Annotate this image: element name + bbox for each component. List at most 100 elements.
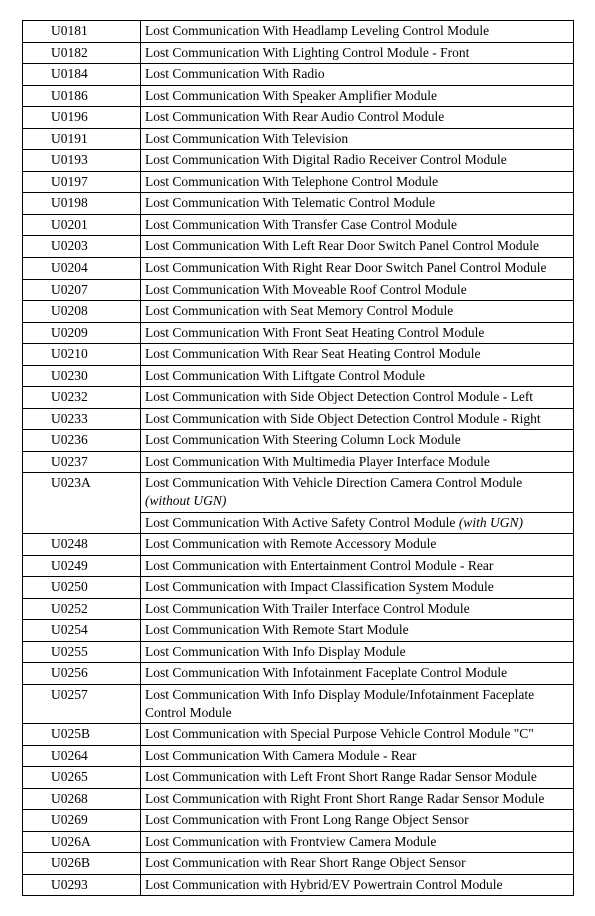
table-row: U0203Lost Communication With Left Rear D…: [23, 236, 574, 258]
code-cell: U0250: [23, 577, 141, 599]
description-cell: Lost Communication With Infotainment Fac…: [141, 663, 574, 685]
table-row: U0233 Lost Communication with Side Object…: [23, 408, 574, 430]
code-cell: U0184: [23, 64, 141, 86]
table-row: U0255 Lost Communication With Info Displa…: [23, 641, 574, 663]
description-cell: Lost Communication with Front Long Range…: [141, 810, 574, 832]
code-cell: U0232: [23, 387, 141, 409]
table-row: U0265 Lost Communication with Left Front …: [23, 767, 574, 789]
code-cell: U0265: [23, 767, 141, 789]
table-row: U0184Lost Communication With Radio: [23, 64, 574, 86]
description-text: Lost Communication With Liftgate Control…: [145, 368, 425, 383]
code-cell: U0293: [23, 874, 141, 896]
description-text: Lost Communication With Info Display Mod…: [145, 644, 406, 659]
table-row: U0197 Lost Communication With Telephone C…: [23, 171, 574, 193]
description-cell: Lost Communication With Telephone Contro…: [141, 171, 574, 193]
table-row: U0252 Lost Communication With Trailer Int…: [23, 598, 574, 620]
description-text: Lost Communication With Rear Audio Contr…: [145, 109, 444, 124]
description-cell: Lost Communication with Remote Accessory…: [141, 534, 574, 556]
description-text: Lost Communication with Left Front Short…: [145, 769, 537, 784]
description-cell: Lost Communication with Frontview Camera…: [141, 831, 574, 853]
description-text: Lost Communication With Transfer Case Co…: [145, 217, 457, 232]
code-cell: U0204: [23, 258, 141, 280]
description-cell: Lost Communication With Digital Radio Re…: [141, 150, 574, 172]
description-cell: Lost Communication With Television: [141, 128, 574, 150]
table-row: U0248 Lost Communication with Remote Acce…: [23, 534, 574, 556]
description-text: Lost Communication With Rear Seat Heatin…: [145, 346, 481, 361]
table-row: U0254Lost Communication With Remote Star…: [23, 620, 574, 642]
table-row: U0208Lost Communication with Seat Memory…: [23, 301, 574, 323]
description-text: Lost Communication With Speaker Amplifie…: [145, 88, 437, 103]
description-cell: Lost Communication With Vehicle Directio…: [141, 473, 574, 512]
code-cell: U0181: [23, 21, 141, 43]
table-row: U0198Lost Communication With Telematic C…: [23, 193, 574, 215]
description-text: Lost Communication With Infotainment Fac…: [145, 665, 507, 680]
description-cell: Lost Communication With Lighting Control…: [141, 42, 574, 64]
description-text: Lost Communication With Digital Radio Re…: [145, 152, 507, 167]
description-text: Lost Communication With Camera Module - …: [145, 748, 416, 763]
table-row: U0293 Lost Communication with Hybrid/EV P…: [23, 874, 574, 896]
code-cell: U0256: [23, 663, 141, 685]
table-row: U023ALost Communication With Vehicle Dir…: [23, 473, 574, 512]
table-row: U0193 Lost Communication With Digital Rad…: [23, 150, 574, 172]
code-cell: U0249: [23, 555, 141, 577]
code-cell: U0193: [23, 150, 141, 172]
code-cell: U0268: [23, 788, 141, 810]
code-cell: U0252: [23, 598, 141, 620]
description-text: Lost Communication With Right Rear Door …: [145, 260, 547, 275]
table-row: U0191Lost Communication With Television: [23, 128, 574, 150]
code-cell: U0257: [23, 684, 141, 723]
description-cell: Lost Communication With Right Rear Door …: [141, 258, 574, 280]
description-cell: Lost Communication with Impact Classific…: [141, 577, 574, 599]
description-text: Lost Communication with Frontview Camera…: [145, 834, 436, 849]
description-cell: Lost Communication with Right Front Shor…: [141, 788, 574, 810]
description-cell: Lost Communication With Moveable Roof Co…: [141, 279, 574, 301]
description-cell: Lost Communication with Hybrid/EV Powert…: [141, 874, 574, 896]
description-cell: Lost Communication With Trailer Interfac…: [141, 598, 574, 620]
description-text: Lost Communication With Left Rear Door S…: [145, 238, 539, 253]
description-cell: Lost Communication With Liftgate Control…: [141, 365, 574, 387]
description-text: Lost Communication With Steering Column …: [145, 432, 461, 447]
description-text: Lost Communication With Trailer Interfac…: [145, 601, 470, 616]
table-row: U0181 Lost Communication With Headlamp Le…: [23, 21, 574, 43]
description-text: Lost Communication with Front Long Range…: [145, 812, 469, 827]
table-row: U0230Lost Communication With Liftgate Co…: [23, 365, 574, 387]
table-row: U026ALost Communication with Frontview C…: [23, 831, 574, 853]
code-cell: U0269: [23, 810, 141, 832]
description-text: Lost Communication With Headlamp Levelin…: [145, 23, 489, 38]
table-row: U0209Lost Communication With Front Seat …: [23, 322, 574, 344]
description-text: Lost Communication with Rear Short Range…: [145, 855, 466, 870]
description-cell: Lost Communication with Seat Memory Cont…: [141, 301, 574, 323]
description-text: Lost Communication with Side Object Dete…: [145, 411, 541, 426]
description-text: Lost Communication With Vehicle Directio…: [145, 475, 522, 490]
description-cell: Lost Communication with Side Object Dete…: [141, 387, 574, 409]
code-cell: U0197: [23, 171, 141, 193]
description-text: Lost Communication with Impact Classific…: [145, 579, 494, 594]
table-row: U0257Lost Communication With Info Displa…: [23, 684, 574, 723]
code-cell: U0264: [23, 745, 141, 767]
dtc-table: U0181 Lost Communication With Headlamp Le…: [22, 20, 574, 896]
description-italic: (with UGN): [459, 515, 523, 530]
table-row: U0249 Lost Communication with Entertainme…: [23, 555, 574, 577]
description-cell: Lost Communication With Headlamp Levelin…: [141, 21, 574, 43]
description-cell: Lost Communication With Radio: [141, 64, 574, 86]
description-cell: Lost Communication With Info Display Mod…: [141, 684, 574, 723]
description-cell: Lost Communication with Rear Short Range…: [141, 853, 574, 875]
code-cell: U0209: [23, 322, 141, 344]
table-row: U0201 Lost Communication With Transfer Ca…: [23, 214, 574, 236]
description-text: Lost Communication with Hybrid/EV Powert…: [145, 877, 502, 892]
table-row: U0204 Lost Communication With Right Rear …: [23, 258, 574, 280]
code-cell: U0255: [23, 641, 141, 663]
description-cell: Lost Communication with Side Object Dete…: [141, 408, 574, 430]
code-cell: U0201: [23, 214, 141, 236]
code-cell: U0191: [23, 128, 141, 150]
description-text: Lost Communication with Special Purpose …: [145, 726, 534, 741]
description-text: Lost Communication with Entertainment Co…: [145, 558, 493, 573]
code-cell: U0198: [23, 193, 141, 215]
description-cell: Lost Communication With Camera Module - …: [141, 745, 574, 767]
table-row: U0268Lost Communication with Right Front…: [23, 788, 574, 810]
description-text: Lost Communication with Remote Accessory…: [145, 536, 436, 551]
description-text: Lost Communication With Telephone Contro…: [145, 174, 438, 189]
code-cell: U023A: [23, 473, 141, 534]
code-cell: U0248: [23, 534, 141, 556]
code-cell: U0233: [23, 408, 141, 430]
